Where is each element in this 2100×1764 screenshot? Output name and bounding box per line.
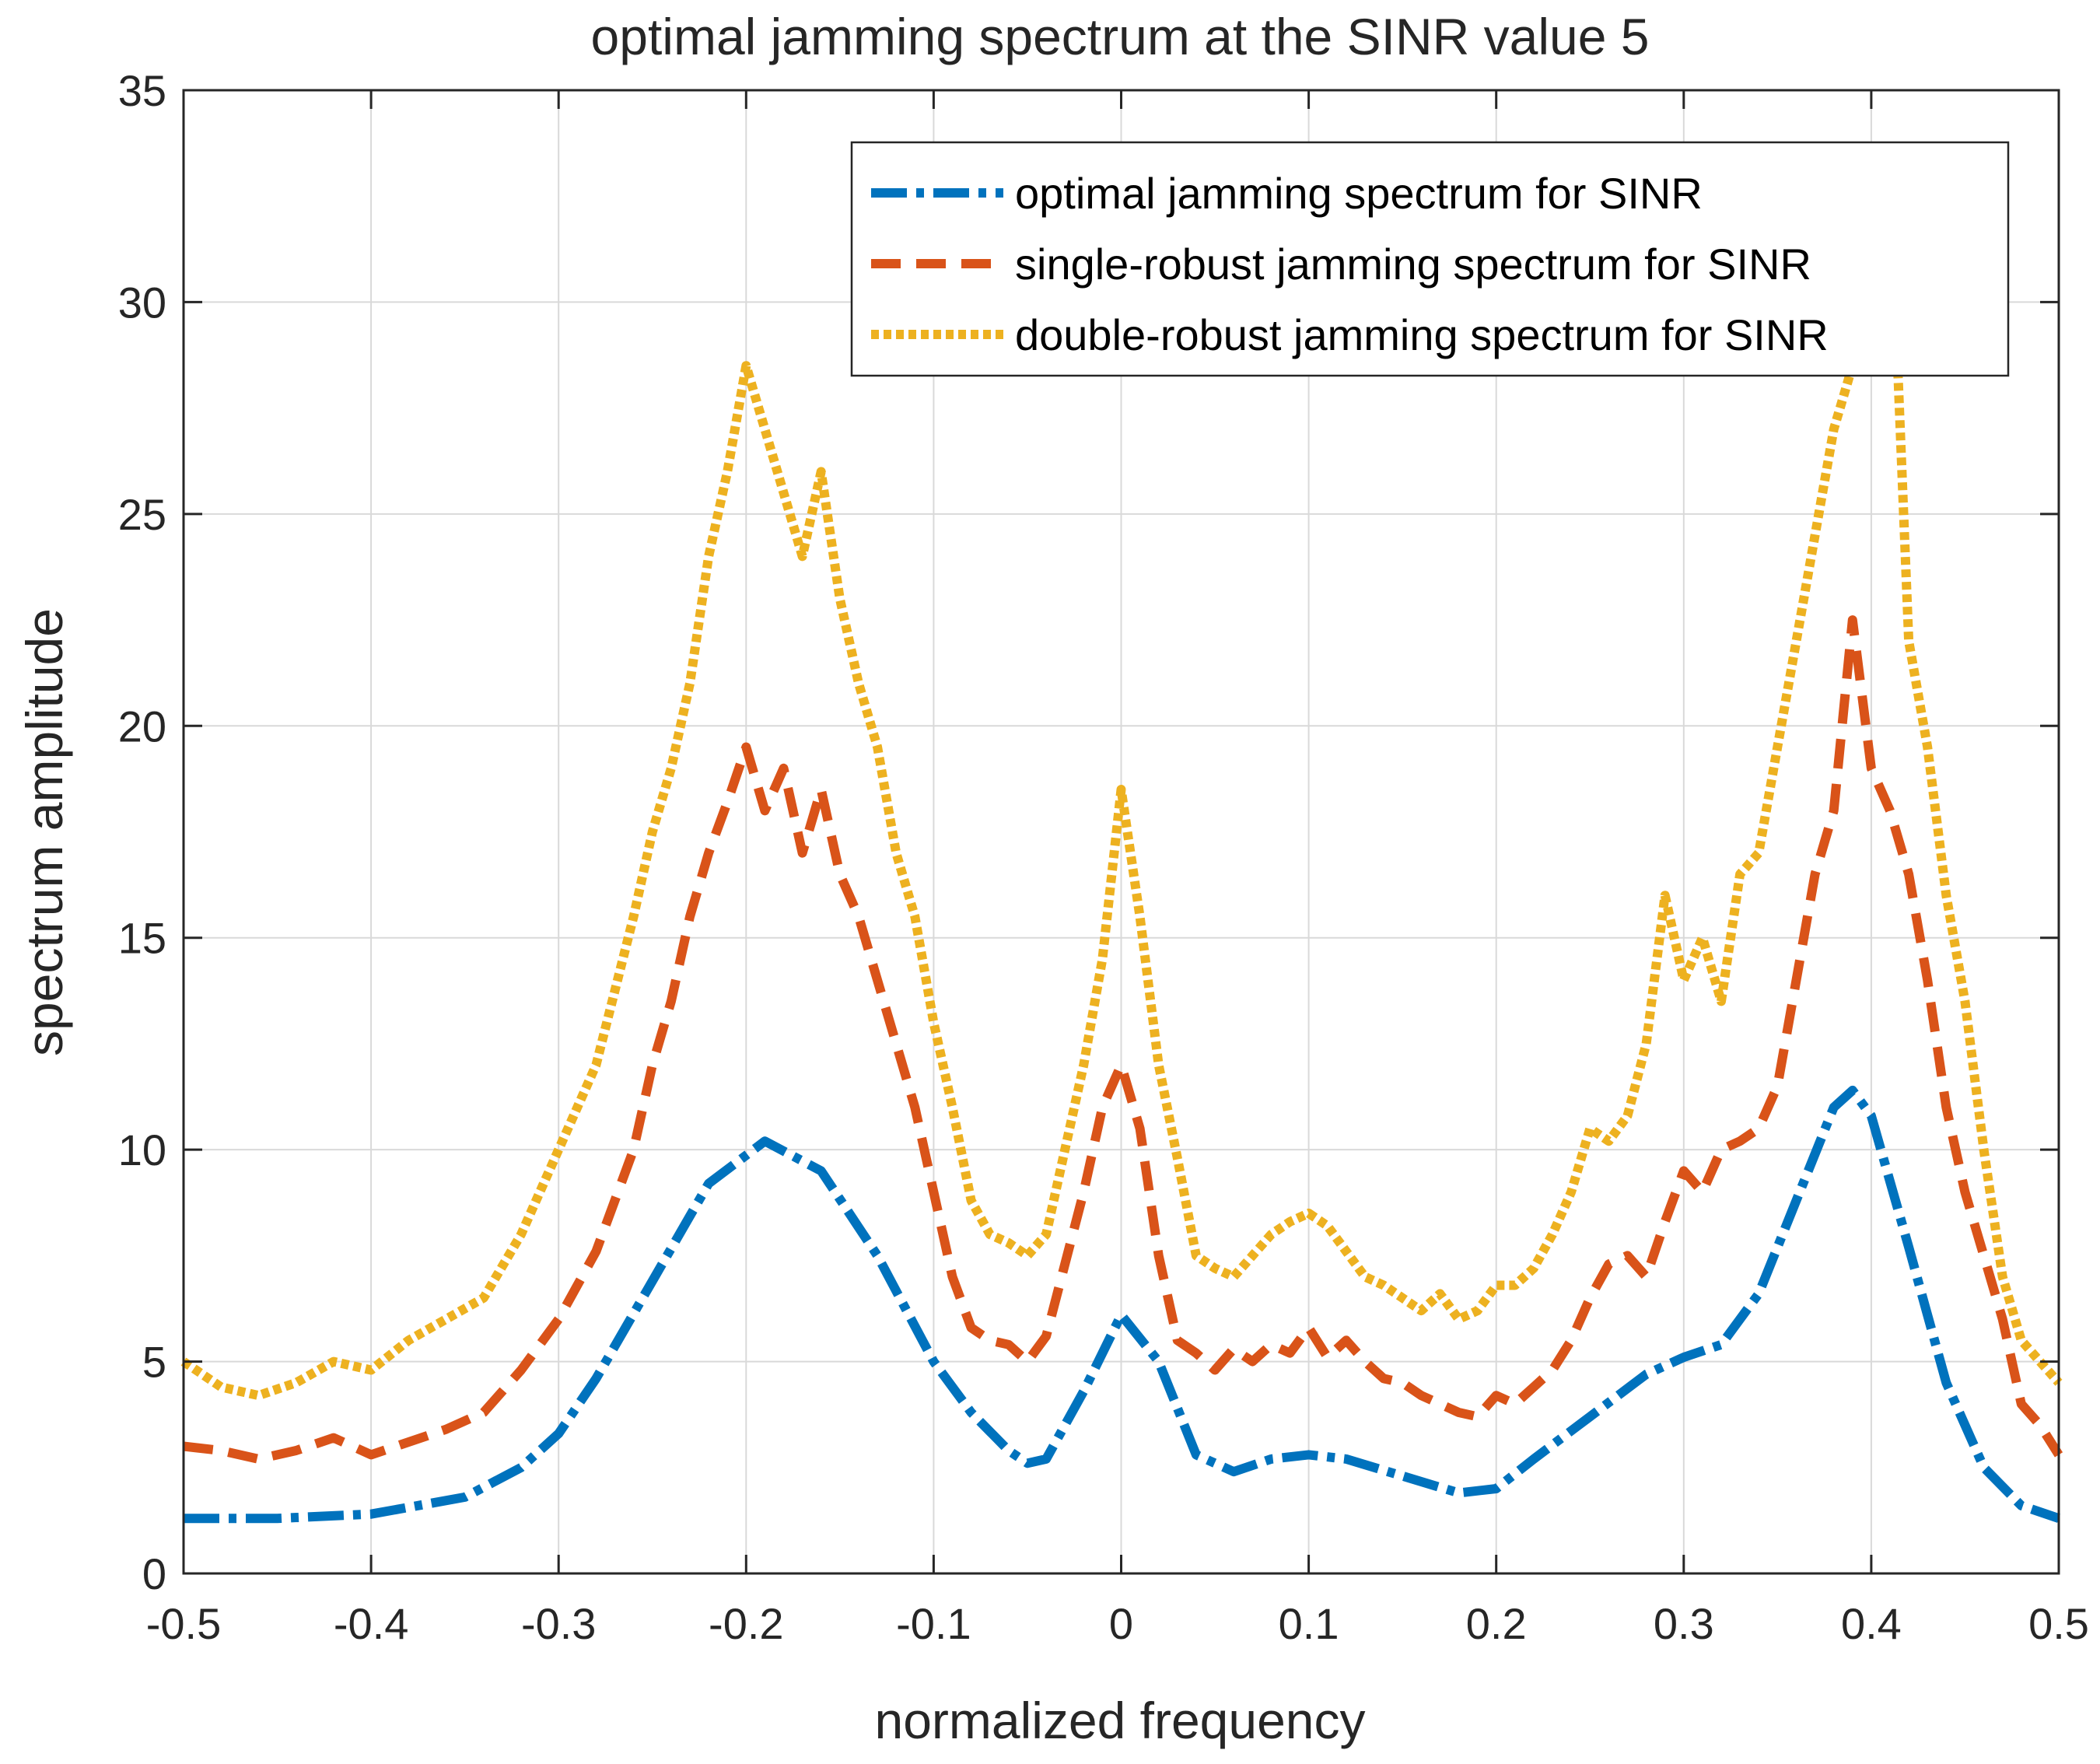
y-tick-label: 20 bbox=[118, 702, 166, 751]
x-tick-label: 0.1 bbox=[1279, 1599, 1339, 1648]
y-tick-label: 15 bbox=[118, 914, 166, 963]
x-tick-label: 0.5 bbox=[2028, 1599, 2089, 1648]
chart-title: optimal jamming spectrum at the SINR val… bbox=[591, 8, 1650, 65]
y-tick-label: 5 bbox=[142, 1338, 166, 1387]
x-axis-label: normalized frequency bbox=[875, 1692, 1366, 1749]
series-line-double-robust bbox=[180, 170, 2063, 1401]
series-layer bbox=[180, 170, 2063, 1524]
legend-label-optimal: optimal jamming spectrum for SINR bbox=[1015, 169, 1703, 218]
legend-label-single-robust: single-robust jamming spectrum for SINR bbox=[1015, 240, 1811, 289]
y-axis-label: spectrum amplitude bbox=[16, 608, 73, 1056]
y-tick-label: 25 bbox=[118, 490, 166, 539]
series-line-single-robust bbox=[183, 615, 2063, 1464]
legend-label-double-robust: double-robust jamming spectrum for SINR bbox=[1015, 310, 1829, 359]
x-tick-label: 0.2 bbox=[1466, 1599, 1527, 1648]
y-tick-label: 10 bbox=[118, 1125, 166, 1174]
x-tick-label: -0.1 bbox=[896, 1599, 971, 1648]
y-tick-label: 35 bbox=[118, 66, 166, 115]
y-tick-label: 0 bbox=[142, 1549, 166, 1598]
x-tick-label: 0 bbox=[1109, 1599, 1133, 1648]
x-tick-label: -0.3 bbox=[521, 1599, 597, 1648]
legend: optimal jamming spectrum for SINR single… bbox=[850, 141, 2010, 377]
x-tick-label: 0.3 bbox=[1654, 1599, 1714, 1648]
x-tick-label: -0.5 bbox=[146, 1599, 222, 1648]
series-line-optimal bbox=[184, 1085, 2060, 1524]
legend-box bbox=[850, 141, 2010, 377]
ticks: -0.5 -0.4 -0.3 -0.2 -0.1 0 0.1 0.2 0.3 0.4 0.5 0 5 10… bbox=[118, 66, 2089, 1648]
x-tick-label: -0.4 bbox=[334, 1599, 409, 1648]
y-tick-label: 30 bbox=[118, 278, 166, 327]
x-tick-label: -0.2 bbox=[709, 1599, 784, 1648]
x-tick-label: 0.4 bbox=[1841, 1599, 1902, 1648]
